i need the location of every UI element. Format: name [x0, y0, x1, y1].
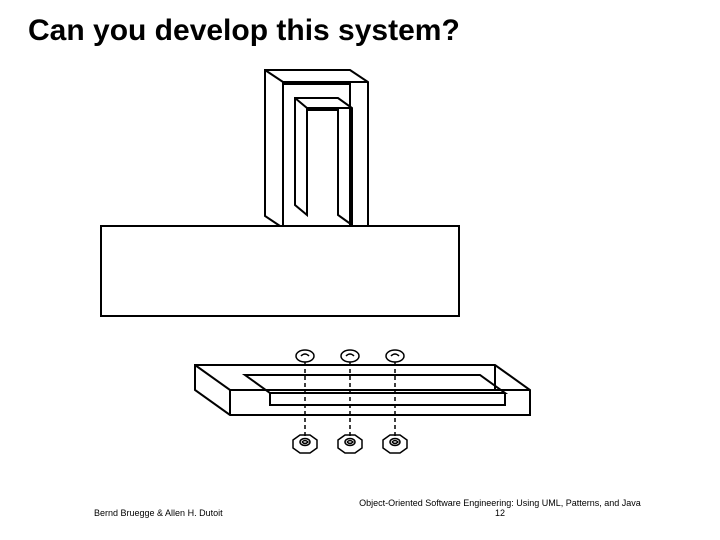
upper-fork-shape: [265, 70, 368, 240]
footer-book-line1: Object-Oriented Software Engineering: Us…: [359, 498, 641, 508]
hex-nuts: [293, 435, 407, 453]
bolt-head-2: [341, 350, 359, 362]
footer-page-number: 12: [495, 508, 505, 518]
lower-base-shape: [195, 365, 530, 415]
hex-nut-2: [338, 435, 362, 453]
white-overlay-box: [100, 225, 460, 317]
page-title: Can you develop this system?: [28, 14, 460, 48]
footer-authors: Bernd Bruegge & Allen H. Dutoit: [94, 508, 223, 518]
bolt-head-3: [386, 350, 404, 362]
hex-nut-3: [383, 435, 407, 453]
bolt-head-1: [296, 350, 314, 362]
dashed-connectors: [305, 362, 395, 438]
hex-nut-1: [293, 435, 317, 453]
bolt-heads: [296, 350, 404, 362]
footer-book-title: Object-Oriented Software Engineering: Us…: [320, 498, 680, 518]
